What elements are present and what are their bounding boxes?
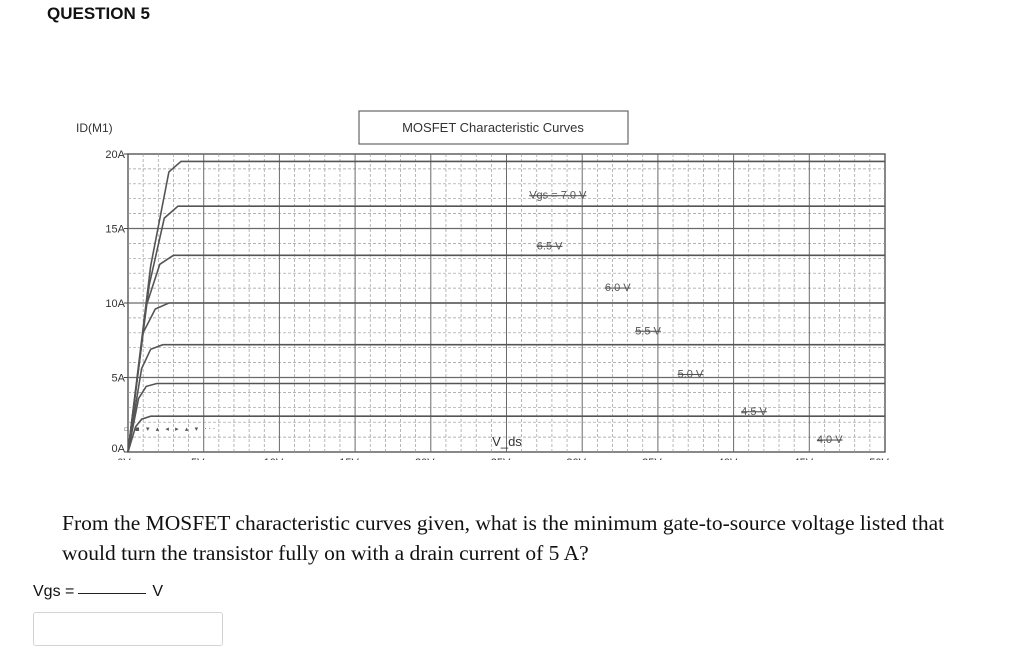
x-tick-label: 5V	[191, 457, 205, 460]
answer-blank-line	[78, 593, 147, 594]
x-tick-label: 25V	[491, 457, 511, 460]
answer-input[interactable]	[33, 612, 223, 646]
answer-equals: =	[60, 583, 75, 600]
y-tick-label: 0A	[112, 443, 126, 455]
x-tick-label: 45V	[794, 457, 814, 460]
curve-label: Vgs = 7.0 V	[529, 190, 587, 202]
y-tick-label: 10A	[105, 298, 125, 310]
legend-marker-strip: ▫ ▪ ▾ ▴ ◂ ▸ ▴ ▾ ···	[124, 425, 217, 433]
x-tick-label: 50V	[869, 457, 889, 460]
question-header: QUESTION 5	[47, 4, 150, 23]
y-axis-ticks: 0A 5A 10A 15A 20A	[105, 149, 128, 455]
x-tick-label: 0V	[117, 457, 131, 460]
curve-label: 4.5 V	[741, 406, 767, 418]
x-axis-label: V_ds	[492, 434, 522, 449]
chart-title-box: MOSFET Characteristic Curves	[358, 110, 629, 145]
curve-label: 4.0 V	[817, 434, 843, 446]
x-tick-label: 40V	[718, 457, 738, 460]
curve-line	[127, 382, 885, 453]
curve-label: 5.5 V	[635, 325, 661, 337]
curves-layer	[127, 160, 885, 453]
curve-line	[127, 343, 885, 453]
answer-var-sub: gs	[43, 583, 61, 600]
x-tick-label: 10V	[264, 457, 284, 460]
answer-var-main: V	[33, 583, 44, 600]
curve-label: 6.5 V	[537, 240, 563, 252]
curve-labels-layer: Vgs = 7.0 V 6.5 V 6.0 V 5.5 V 5.0 V 4.5 V 4.0 …	[529, 190, 843, 446]
chart-title: MOSFET Characteristic Curves	[402, 120, 584, 135]
curve-label: 6.0 V	[605, 282, 631, 294]
x-tick-label: 35V	[642, 457, 662, 460]
x-axis-ticks: 0V 5V 10V 15V 20V 25V 30V 35V 40V 45V 50V	[117, 457, 889, 460]
curve-line	[127, 302, 885, 453]
minor-grid	[128, 154, 885, 452]
y-axis-label: ID(M1)	[76, 121, 113, 135]
answer-prompt: Vgs = V	[33, 583, 163, 601]
y-tick-label: 15A	[105, 224, 125, 236]
curve-line	[127, 415, 885, 453]
question-text: From the MOSFET characteristic curves gi…	[62, 511, 945, 565]
chart-title-frame	[358, 110, 629, 145]
x-tick-label: 20V	[415, 457, 435, 460]
y-tick-label: 5A	[112, 373, 126, 385]
x-tick-label: 30V	[566, 457, 586, 460]
x-tick-label: 15V	[339, 457, 359, 460]
curve-label: 5.0 V	[678, 369, 704, 381]
y-tick-label: 20A	[105, 149, 125, 161]
answer-unit: V	[152, 583, 164, 600]
mosfet-chart: Vgs = 7.0 V 6.5 V 6.0 V 5.5 V 5.0 V 4.5 V 4.0 …	[76, 110, 889, 460]
